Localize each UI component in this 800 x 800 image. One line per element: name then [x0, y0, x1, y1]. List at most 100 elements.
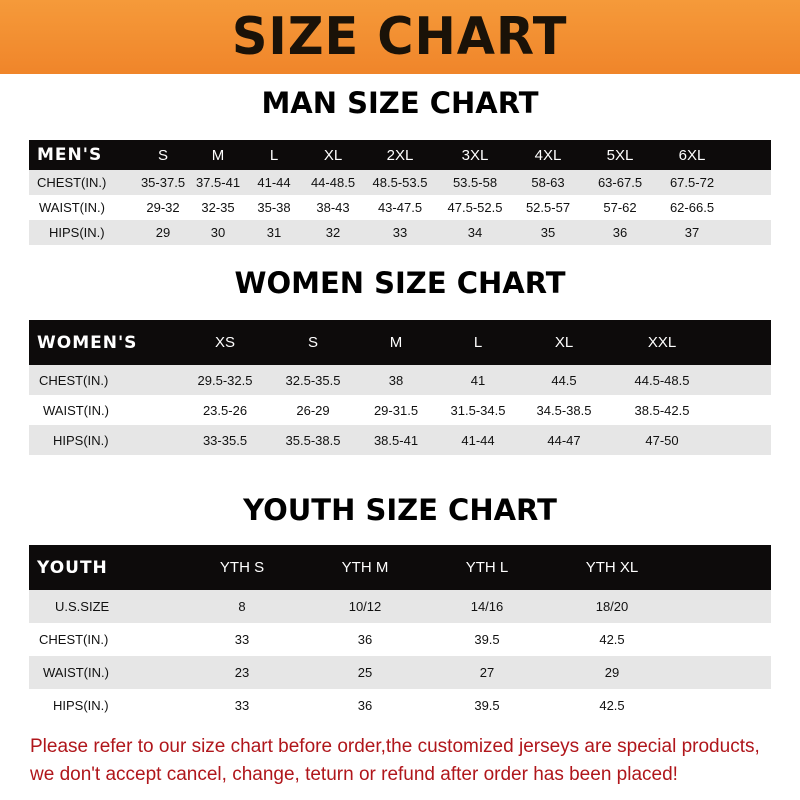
- size-header: XXL: [647, 334, 677, 351]
- table-cell: 31: [266, 225, 282, 240]
- table-row: WAIST(IN.) 23.5-26 26-29 29-31.5 31.5-34.5 34…: [29, 395, 771, 425]
- table-cell: 41-44: [461, 432, 495, 448]
- table-cell: 36: [357, 698, 373, 713]
- table-cell: 47-50: [645, 432, 679, 448]
- table-cell: 42.5: [599, 632, 625, 647]
- table-cell: 41: [470, 372, 486, 388]
- size-header: YTH S: [219, 559, 265, 576]
- table-cell: 27: [479, 665, 495, 680]
- table-cell: 35.5-38.5: [285, 432, 341, 448]
- table-cell: 43-47.5: [377, 200, 423, 215]
- table-cell: 52.5-57: [525, 200, 571, 215]
- women-header-row: WOMEN'S XS S M L XL XXL: [29, 320, 771, 365]
- table-cell: 47.5-52.5: [447, 200, 503, 215]
- table-cell: 63-67.5: [597, 175, 643, 190]
- table-cell: 33: [234, 632, 250, 647]
- table-cell: 34: [467, 225, 483, 240]
- table-cell: 33: [234, 698, 250, 713]
- table-cell: 35: [540, 225, 556, 240]
- size-header: 3XL: [461, 146, 489, 164]
- row-label: HIPS(IN.): [53, 698, 109, 713]
- size-header: XS: [214, 334, 236, 351]
- size-header: 6XL: [678, 146, 706, 164]
- table-cell: 29: [604, 665, 620, 680]
- table-cell: 33: [392, 225, 408, 240]
- table-cell: 38: [388, 372, 404, 388]
- table-cell: 31.5-34.5: [450, 402, 506, 418]
- table-row: HIPS(IN.) 33-35.5 35.5-38.5 38.5-41 41-44 44-…: [29, 425, 771, 455]
- row-label: U.S.SIZE: [55, 599, 110, 614]
- table-row: CHEST(IN.) 35-37.5 37.5-41 41-44 44-48.5 48.5…: [29, 170, 771, 195]
- size-header: L: [473, 334, 483, 351]
- table-cell: 35-37.5: [140, 175, 186, 190]
- table-cell: 23.5-26: [202, 402, 248, 418]
- table-cell: 39.5: [474, 698, 500, 713]
- size-header: 2XL: [386, 146, 414, 164]
- header-label: YOUTH: [37, 557, 108, 578]
- table-cell: 57-62: [603, 200, 637, 215]
- size-header: M: [389, 334, 403, 351]
- table-cell: 38.5-42.5: [634, 402, 690, 418]
- banner-title: SIZE CHART: [232, 7, 568, 67]
- table-cell: 32-35: [201, 200, 235, 215]
- size-header: S: [307, 334, 319, 351]
- table-cell: 30: [210, 225, 226, 240]
- table-cell: 34.5-38.5: [536, 402, 592, 418]
- table-row: U.S.SIZE 8 10/12 14/16 18/20: [29, 590, 771, 623]
- banner: SIZE CHART: [0, 0, 800, 74]
- table-cell: 25: [357, 665, 373, 680]
- table-cell: 26-29: [296, 402, 330, 418]
- notice-line-2: we don't accept cancel, change, teturn o…: [30, 764, 678, 785]
- table-cell: 53.5-58: [452, 175, 498, 190]
- table-cell: 29.5-32.5: [197, 372, 253, 388]
- table-cell: 42.5: [599, 698, 625, 713]
- header-label: WOMEN'S: [37, 332, 138, 353]
- table-cell: 36: [357, 632, 373, 647]
- table-cell: 36: [612, 225, 628, 240]
- row-label: HIPS(IN.): [53, 432, 109, 448]
- table-cell: 48.5-53.5: [372, 175, 428, 190]
- table-cell: 38-43: [316, 200, 350, 215]
- table-cell: 67.5-72: [669, 175, 715, 190]
- table-cell: 44.5-48.5: [634, 372, 690, 388]
- table-cell: 32.5-35.5: [285, 372, 341, 388]
- table-cell: 8: [238, 599, 246, 614]
- notice-line-1: Please refer to our size chart before or…: [30, 736, 760, 757]
- table-cell: 38.5-41: [373, 432, 419, 448]
- size-header: YTH M: [341, 559, 389, 576]
- size-header: 4XL: [534, 146, 562, 164]
- row-label: CHEST(IN.): [39, 632, 109, 647]
- table-cell: 62-66.5: [669, 200, 715, 215]
- table-cell: 10/12: [348, 599, 382, 614]
- table-cell: 44-48.5: [310, 175, 356, 190]
- table-row: WAIST(IN.) 23 25 27 29: [29, 656, 771, 689]
- table-cell: 37.5-41: [195, 175, 241, 190]
- table-cell: 35-38: [257, 200, 291, 215]
- men-header-row: MEN'S S M L XL 2XL 3XL 4XL 5XL 6XL: [29, 140, 771, 170]
- table-cell: 32: [325, 225, 341, 240]
- table-row: WAIST(IN.) 29-32 32-35 35-38 38-43 43-47.5 47.…: [29, 195, 771, 220]
- table-cell: 41-44: [257, 175, 291, 190]
- table-cell: 44-47: [547, 432, 581, 448]
- size-header: XL: [554, 334, 574, 351]
- table-cell: 23: [234, 665, 250, 680]
- table-cell: 58-63: [531, 175, 565, 190]
- table-cell: 39.5: [474, 632, 500, 647]
- table-cell: 37: [684, 225, 700, 240]
- row-label: CHEST(IN.): [39, 372, 109, 388]
- table-cell: 29-31.5: [373, 402, 419, 418]
- table-row: CHEST(IN.) 29.5-32.5 32.5-35.5 38 41 44.5 44.5…: [29, 365, 771, 395]
- table-cell: 29: [155, 225, 171, 240]
- table-row: CHEST(IN.) 33 36 39.5 42.5: [29, 623, 771, 656]
- youth-title: YOUTH SIZE CHART: [243, 493, 557, 527]
- size-header: YTH XL: [585, 559, 639, 576]
- row-label: WAIST(IN.): [39, 200, 105, 215]
- size-header: M: [211, 146, 225, 164]
- table-row: HIPS(IN.) 33 36 39.5 42.5: [29, 689, 771, 722]
- size-header: YTH L: [465, 559, 509, 576]
- women-title: WOMEN SIZE CHART: [234, 266, 566, 300]
- table-cell: 18/20: [595, 599, 629, 614]
- row-label: WAIST(IN.): [43, 402, 109, 418]
- size-header: 5XL: [606, 146, 634, 164]
- size-header: XL: [323, 146, 343, 164]
